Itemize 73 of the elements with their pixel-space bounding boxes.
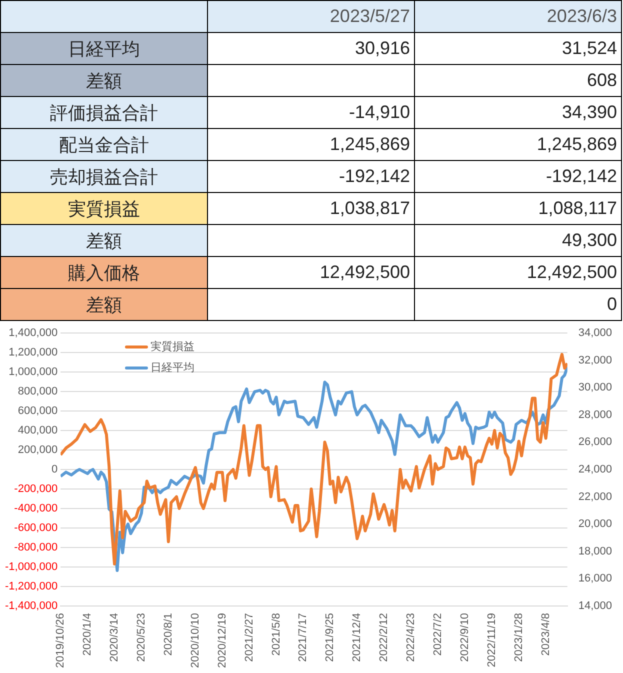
x-tick-label: 2022/4/23 bbox=[405, 612, 418, 662]
x-tick-label: 2020/8/1 bbox=[162, 612, 174, 656]
x-tick-label: 2022/7/2 bbox=[432, 612, 444, 656]
text: -192,142 bbox=[338, 166, 410, 186]
category-label: 評価損益合計 bbox=[50, 102, 158, 122]
category-label: 差額 bbox=[86, 294, 122, 314]
category-label: 購入価格 bbox=[68, 262, 140, 282]
y2-tick-label: 22,000 bbox=[578, 490, 612, 503]
category-label: 配当金合計 bbox=[59, 134, 149, 154]
y-tick-label: 1,400,000 bbox=[8, 327, 58, 340]
x-tick-label: 2022/2/12 bbox=[378, 612, 390, 662]
category-label: 日経平均 bbox=[68, 38, 140, 58]
x-tick-label: 2020/5/23 bbox=[135, 612, 148, 662]
y2-tick-label: 20,000 bbox=[578, 518, 612, 530]
x-tick-label: 2020/3/14 bbox=[108, 612, 121, 662]
x-tick-label: 2022/11/19 bbox=[486, 612, 498, 668]
x-tick-label: 2023/4/8 bbox=[540, 612, 552, 656]
y-tick-label: 0 bbox=[51, 464, 58, 476]
y-tick-label: 1,200,000 bbox=[8, 346, 58, 359]
y-tick-label: 800,000 bbox=[18, 386, 58, 398]
category-label: 2023/5/27 bbox=[208, 0, 414, 32]
y-tick-label: -400,000 bbox=[14, 502, 58, 514]
y2-tick-label: 14,000 bbox=[578, 600, 612, 612]
y-tick-label: -200,000 bbox=[14, 483, 58, 495]
legend-label: 日経平均 bbox=[150, 362, 194, 374]
y-tick-label: -600,000 bbox=[14, 522, 58, 534]
x-tick-label: 2021/7/17 bbox=[297, 612, 310, 662]
y2-tick-label: 32,000 bbox=[578, 354, 612, 366]
y-tick-label: 200,000 bbox=[18, 444, 58, 456]
y-tick-label: -1,200,000 bbox=[4, 580, 58, 592]
legend-label: 実質損益 bbox=[150, 340, 194, 354]
x-tick-label: 2021/9/25 bbox=[324, 612, 336, 662]
text: 1,038,817 bbox=[330, 198, 410, 218]
y2-tick-label: 30,000 bbox=[578, 382, 612, 394]
x-tick-label: 2020/1/4 bbox=[82, 612, 94, 656]
text: 1,088,117 bbox=[538, 198, 617, 218]
x-tick-label: 2020/10/10 bbox=[189, 612, 202, 668]
text: 608 bbox=[586, 70, 617, 90]
text: 34,390 bbox=[562, 102, 617, 122]
text: 31,524 bbox=[562, 38, 617, 58]
category-label: 差額 bbox=[86, 230, 122, 250]
text: -192,142 bbox=[546, 166, 617, 186]
category-label: 実質損益 bbox=[68, 198, 140, 218]
text: 1,245,869 bbox=[330, 134, 410, 154]
text: 0 bbox=[606, 294, 617, 314]
y-tick-label: 400,000 bbox=[18, 424, 58, 437]
x-tick-label: 2019/10/26 bbox=[54, 612, 67, 668]
y2-tick-label: 16,000 bbox=[578, 572, 612, 585]
y2-tick-label: 28,000 bbox=[578, 408, 612, 421]
category-label: 売却損益合計 bbox=[50, 166, 158, 186]
x-tick-label: 2021/5/8 bbox=[270, 612, 282, 656]
x-tick-label: 2020/12/19 bbox=[216, 612, 228, 668]
text: 49,300 bbox=[562, 230, 617, 250]
text: 1,245,869 bbox=[536, 134, 617, 154]
text: 12,492,500 bbox=[526, 262, 617, 282]
category-label: 差額 bbox=[86, 70, 122, 90]
y-tick-label: -1,400,000 bbox=[4, 600, 58, 612]
y-tick-label: 600,000 bbox=[18, 405, 58, 418]
text: -14,910 bbox=[348, 102, 410, 122]
x-tick-label: 2023/1/28 bbox=[512, 612, 525, 662]
y2-tick-label: 18,000 bbox=[578, 545, 612, 558]
y2-tick-label: 24,000 bbox=[578, 464, 612, 476]
x-tick-label: 2021/12/4 bbox=[351, 612, 364, 662]
y2-tick-label: 26,000 bbox=[578, 436, 612, 448]
y-tick-label: -800,000 bbox=[14, 541, 58, 554]
x-tick-label: 2021/2/27 bbox=[243, 612, 256, 662]
x-tick-label: 2022/9/10 bbox=[458, 612, 471, 662]
y-tick-label: -1,000,000 bbox=[4, 560, 58, 573]
text: 30,916 bbox=[354, 38, 410, 58]
y2-tick-label: 34,000 bbox=[578, 327, 612, 340]
category-label: 2023/6/3 bbox=[414, 0, 622, 32]
y-tick-label: 1,000,000 bbox=[8, 366, 58, 378]
text: 12,492,500 bbox=[320, 262, 410, 282]
